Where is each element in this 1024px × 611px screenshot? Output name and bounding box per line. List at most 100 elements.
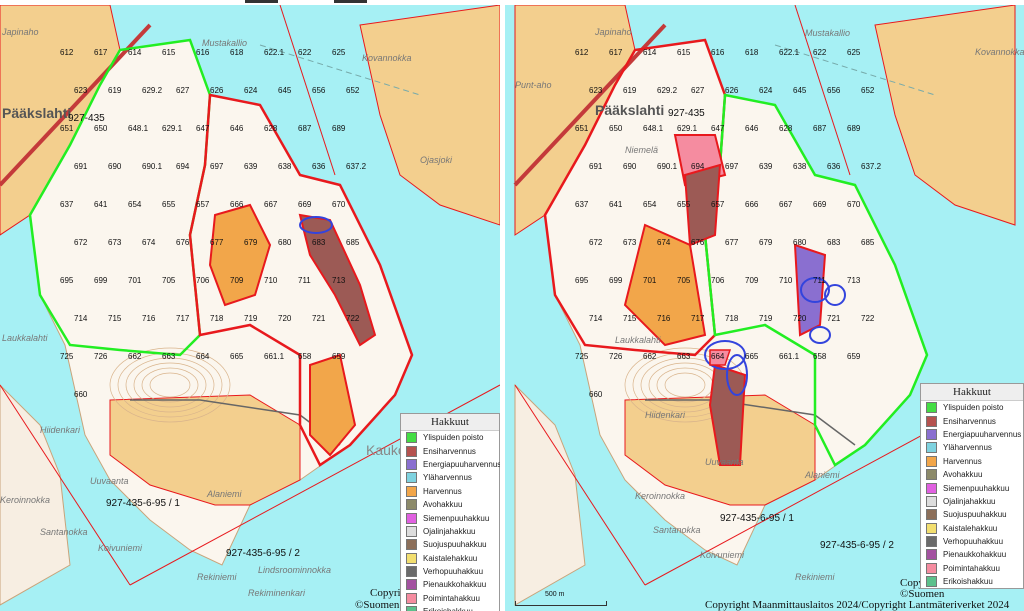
field-area	[109, 394, 301, 506]
stand-number: 680	[278, 238, 292, 247]
stand-number: 706	[196, 276, 210, 285]
legend-swatch	[926, 402, 937, 414]
stand-number: 656	[312, 86, 326, 95]
legend-item: Energiapuuharvennus	[921, 428, 1023, 441]
legend-label: Suojuspuuhakkuu	[943, 510, 1007, 520]
depth-line	[774, 44, 936, 96]
stand-number: 659	[332, 352, 346, 361]
legend-label: Yläharvennus	[943, 443, 992, 453]
legend-swatch	[926, 482, 937, 494]
legend-swatch	[406, 512, 417, 524]
legend-swatch	[926, 522, 937, 534]
legend-label: Ojalinjahakkuu	[943, 496, 996, 506]
toolbar-mark	[245, 0, 278, 3]
map-panel-before[interactable]: 612 617 614 615 616 618 622.1 622 625 623 619 629.2…	[0, 5, 500, 611]
stand-number: 646	[745, 124, 759, 133]
contour-line	[141, 367, 199, 403]
stand-number: 721	[312, 314, 326, 323]
legend-swatch	[406, 458, 417, 470]
legend-item: Poimintahakkuu	[921, 562, 1023, 575]
place-label: Uuvaanta	[705, 457, 744, 467]
contour-line	[133, 362, 207, 408]
legend-swatch	[406, 592, 417, 604]
place-label: Hiidenkari	[645, 410, 686, 420]
stand-number: 659	[847, 352, 861, 361]
place-label: Kauko	[366, 442, 406, 458]
stand-number: 662	[128, 352, 142, 361]
stand-number: 628	[264, 124, 278, 133]
ensiharvennus-area	[708, 363, 747, 466]
stand-number: 623	[589, 86, 603, 95]
stand-number: 624	[244, 86, 258, 95]
place-label: Pääkslahti	[595, 102, 665, 118]
legend-swatch	[406, 525, 417, 537]
place-label: Alaniemi	[805, 470, 840, 480]
stand-number: 637.2	[346, 162, 367, 171]
stand-number: 725	[575, 352, 589, 361]
map-panel-after[interactable]: 612 617 614 615 616 618 622.1 622 625 623 619 629.2…	[505, 5, 1024, 611]
legend-swatch	[926, 549, 937, 561]
legend-swatch	[406, 539, 417, 551]
stand-number: 672	[74, 238, 88, 247]
place-label: Mustakallio	[202, 38, 248, 48]
legend-label: Erikoishakkuu	[943, 577, 993, 587]
stand-number: 651	[575, 124, 589, 133]
legend-item: Yläharvennus	[921, 441, 1023, 454]
stand-number: 662	[643, 352, 657, 361]
stand-number: 660	[74, 390, 88, 399]
place-label: Hiidenkari	[40, 425, 81, 435]
contour-line	[149, 372, 191, 398]
parcel-id: 927-435-6-95 / 2	[226, 548, 300, 559]
stand-number: 714	[74, 314, 88, 323]
legend-item: Poimintahakkuu	[401, 592, 499, 605]
place-label: Japinaho	[595, 27, 632, 37]
legend-swatch	[406, 432, 417, 444]
stand-number: 657	[196, 200, 210, 209]
copyright: Copyright Maanmittauslaitos 2024/Copyrig…	[705, 599, 1010, 611]
stand-number: 658	[298, 352, 312, 361]
stand-number: 652	[861, 86, 875, 95]
legend-swatch	[926, 509, 937, 521]
legend: Hakkuut Ylispuiden poisto Ensiharvennus Ene…	[400, 413, 500, 611]
legend-swatch	[406, 445, 417, 457]
boundary-line	[0, 384, 131, 586]
harvennus-area	[623, 223, 707, 347]
stand-number: 619	[623, 86, 637, 95]
legend-item: Ojalinjahakkuu	[921, 495, 1023, 508]
ensiharvennus-area	[298, 213, 377, 347]
stand-number: 665	[745, 352, 759, 361]
road	[0, 23, 152, 187]
parcel-id: 927-435-6-95 / 1	[720, 513, 794, 524]
stand-number: 664	[196, 352, 210, 361]
stand-number: 690.1	[142, 162, 163, 171]
stand-number: 622.1	[779, 48, 800, 57]
field-area	[359, 5, 500, 226]
map-canvas[interactable]: 612 617 614 615 616 618 622.1 622 625 623 619 629.2…	[0, 5, 500, 611]
stand-number: 651	[60, 124, 74, 133]
place-label: Alaniemi	[207, 489, 242, 499]
legend-label: Energiapuuharvennus	[943, 429, 1022, 439]
stand-number: 612	[575, 48, 589, 57]
stand-number: 690	[108, 162, 122, 171]
stand-number: 637	[575, 200, 589, 209]
road	[513, 23, 667, 187]
stand-number: 623	[74, 86, 88, 95]
stand-number: 690.1	[657, 162, 678, 171]
stand-number: 614	[643, 48, 657, 57]
contour-line	[125, 357, 215, 413]
place-label: Keroinnokka	[0, 495, 51, 505]
legend-label: Pienaukkohakkuu	[423, 580, 487, 590]
stand-number: 628	[779, 124, 793, 133]
map-canvas[interactable]: 612 617 614 615 616 618 622.1 622 625 623 619 629.2…	[505, 5, 1024, 611]
legend-item: Harvennus	[401, 485, 499, 498]
stand-number: 722	[346, 314, 360, 323]
stand-number: 685	[346, 238, 360, 247]
toolbar-mark	[334, 0, 367, 3]
legend-item: Ylispuiden poisto	[921, 401, 1023, 414]
stand-number: 661.1	[264, 352, 285, 361]
stand-number: 665	[230, 352, 244, 361]
stand-number: 615	[677, 48, 691, 57]
legend-item: Erikoishakkuu	[921, 575, 1023, 588]
legend-label: Erikoishakkuu	[423, 607, 473, 611]
stand-number: 657	[711, 200, 725, 209]
